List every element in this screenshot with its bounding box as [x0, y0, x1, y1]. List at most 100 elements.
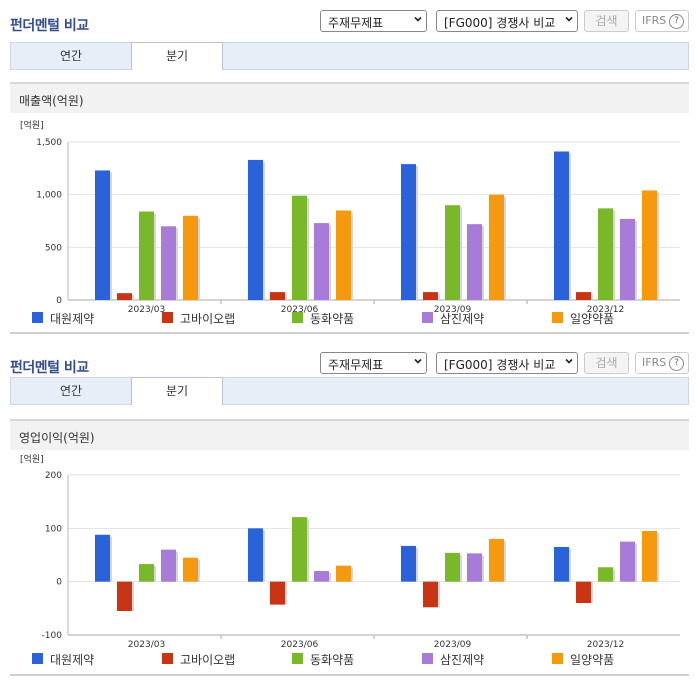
chart-legend: 대원제약 고바이오랩 동화약품 삼진제약 일양약품 [32, 651, 672, 667]
tab-quarterly[interactable]: 분기 [131, 377, 223, 405]
search-button[interactable]: 검색 [584, 352, 629, 374]
bar[interactable] [401, 545, 416, 582]
ifrs-label: IFRS [642, 356, 667, 369]
bar[interactable] [445, 205, 460, 300]
bar[interactable] [336, 210, 351, 300]
bar[interactable] [554, 547, 569, 582]
peer-group-select-value: [FG000] 경쟁사 비교 [444, 358, 556, 372]
bar[interactable] [423, 581, 438, 608]
panel-header: 펀더멘털 비교 주재무제표 [FG000] 경쟁사 비교 검색 IFRS ? [0, 6, 696, 40]
bar[interactable] [336, 565, 351, 582]
legend-label: 대원제약 [50, 312, 95, 326]
bar[interactable] [270, 581, 285, 605]
chevron-down-icon [414, 358, 422, 364]
peer-group-select[interactable]: [FG000] 경쟁사 비교 [436, 10, 578, 32]
bar[interactable] [95, 170, 110, 300]
bar[interactable] [620, 541, 635, 582]
statement-select-value: 주재무제표 [328, 16, 384, 30]
legend-swatch [32, 653, 43, 664]
divider [10, 674, 689, 676]
chevron-down-icon [565, 358, 573, 364]
statement-select-value: 주재무제표 [328, 358, 384, 372]
x-tick-label: 2023/03 [128, 305, 165, 314]
bar[interactable] [489, 539, 504, 582]
bar[interactable] [139, 564, 154, 582]
bar[interactable] [467, 553, 482, 582]
y-tick-label: -100 [42, 631, 63, 641]
y-tick-label: 1,500 [36, 138, 62, 148]
panel-title: 펀더멘털 비교 [10, 360, 89, 376]
tab-annual[interactable]: 연간 [59, 384, 83, 398]
y-tick-label: 200 [45, 471, 62, 481]
bar[interactable] [642, 190, 657, 300]
y-unit-label: [억원] [20, 453, 44, 465]
legend-swatch [552, 653, 563, 664]
statement-select[interactable]: 주재무제표 [320, 10, 427, 32]
panel-title: 펀더멘털 비교 [10, 18, 89, 34]
x-tick-label: 2023/06 [281, 640, 319, 650]
bar[interactable] [401, 164, 416, 300]
y-unit-label: [억원] [20, 119, 44, 131]
peer-group-select[interactable]: [FG000] 경쟁사 비교 [436, 352, 578, 374]
bar[interactable] [598, 208, 613, 300]
ifrs-help-button[interactable]: IFRS ? [635, 10, 689, 32]
bar[interactable] [161, 549, 176, 582]
bar[interactable] [314, 571, 329, 582]
bar[interactable] [183, 215, 198, 300]
bar[interactable] [598, 567, 613, 582]
bar[interactable] [620, 218, 635, 300]
statement-select[interactable]: 주재무제표 [320, 352, 427, 374]
bar[interactable] [489, 194, 504, 300]
legend-label: 삼진제약 [440, 653, 485, 667]
y-tick-label: 500 [45, 243, 62, 253]
section-title: 영업이익(억원) [10, 419, 689, 450]
legend-label: 동화약품 [310, 653, 355, 667]
legend-label: 삼진제약 [440, 312, 485, 326]
fundamental-panel-revenue: 펀더멘털 비교 주재무제표 [FG000] 경쟁사 비교 검색 IFRS ? 연… [0, 6, 696, 336]
bar[interactable] [314, 223, 329, 300]
bar[interactable] [445, 552, 460, 582]
legend-label: 일양약품 [570, 653, 615, 667]
y-tick-label: 0 [56, 578, 62, 588]
bar[interactable] [248, 159, 263, 300]
tab-annual[interactable]: 연간 [59, 49, 83, 63]
bar[interactable] [467, 224, 482, 300]
revenue-bar-chart: [억원] 0 500 1,000 1,500 2023/03 2023/06 2023/09 2… [20, 119, 680, 314]
y-tick-label: 100 [45, 524, 62, 534]
bar[interactable] [554, 151, 569, 300]
bar[interactable] [117, 293, 132, 300]
panel-header: 펀더멘털 비교 주재무제표 [FG000] 경쟁사 비교 검색 IFRS ? [0, 348, 696, 382]
legend-swatch [422, 653, 433, 664]
legend-swatch [292, 653, 303, 664]
bar[interactable] [642, 531, 657, 582]
bar[interactable] [248, 528, 263, 582]
search-button[interactable]: 검색 [584, 10, 629, 32]
legend-label: 동화약품 [310, 312, 355, 326]
chevron-down-icon [565, 16, 573, 22]
bar[interactable] [161, 226, 176, 300]
legend-label: 일양약품 [570, 312, 615, 326]
legend-label: 대원제약 [50, 653, 95, 667]
bar[interactable] [292, 517, 307, 582]
divider [10, 332, 689, 334]
y-tick-label: 1,000 [36, 191, 62, 201]
legend-label: 고바이오랩 [180, 312, 236, 326]
x-tick-label: 2023/12 [587, 305, 624, 314]
bar[interactable] [117, 581, 132, 611]
legend-swatch [422, 312, 433, 323]
legend-swatch [162, 312, 173, 323]
x-tick-label: 2023/09 [434, 305, 472, 314]
bar[interactable] [183, 557, 198, 582]
ifrs-help-button[interactable]: IFRS ? [635, 352, 689, 374]
bar[interactable] [270, 292, 285, 300]
bar[interactable] [95, 534, 110, 582]
x-tick-label: 2023/09 [434, 640, 472, 650]
bar[interactable] [576, 581, 591, 603]
x-tick-label: 2023/03 [128, 640, 165, 650]
bar[interactable] [139, 211, 154, 300]
tab-quarterly[interactable]: 분기 [131, 42, 223, 70]
bar[interactable] [292, 195, 307, 300]
bar[interactable] [576, 292, 591, 300]
bar[interactable] [423, 292, 438, 300]
question-icon: ? [669, 14, 684, 29]
